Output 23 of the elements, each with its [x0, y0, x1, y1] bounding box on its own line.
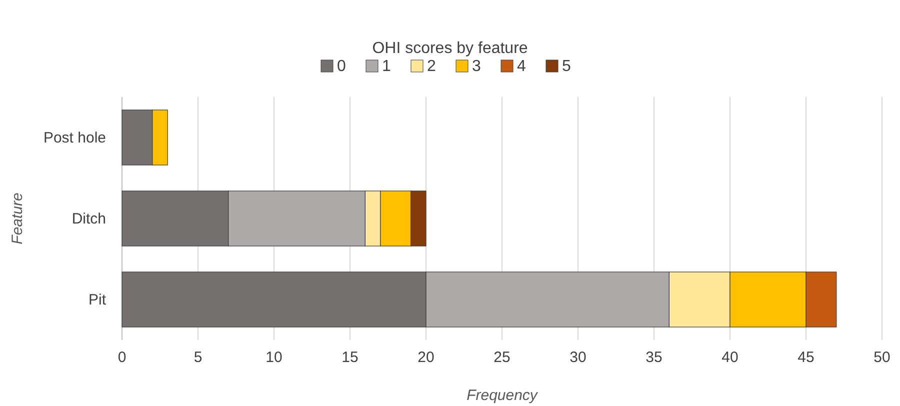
chart-title: OHI scores by feature [372, 40, 528, 57]
y-tick-label: Ditch [72, 210, 106, 228]
x-tick-label: 30 [570, 349, 586, 366]
legend-label: 4 [517, 58, 526, 75]
y-axis-title: Feature [9, 192, 26, 244]
legend-label: 5 [562, 58, 571, 75]
legend-label: 1 [382, 58, 391, 75]
y-tick-label: Post hole [43, 130, 106, 146]
x-axis-title: Frequency [466, 387, 539, 404]
x-tick-label: 25 [494, 349, 510, 366]
x-tick-label: 5 [194, 349, 202, 366]
x-tick-label: 15 [342, 349, 358, 366]
x-tick-label: 40 [722, 349, 738, 366]
x-tick-label: 45 [798, 349, 814, 366]
x-tick-label: 0 [118, 349, 126, 366]
legend-label: 0 [337, 58, 346, 75]
legend-label: 3 [472, 58, 481, 75]
y-tick-label: Pit [88, 292, 107, 308]
x-tick-label: 50 [874, 349, 890, 366]
x-tick-label: 35 [646, 349, 662, 366]
legend-label: 2 [427, 58, 436, 75]
x-tick-label: 10 [266, 349, 282, 366]
x-tick-label: 20 [418, 349, 434, 366]
